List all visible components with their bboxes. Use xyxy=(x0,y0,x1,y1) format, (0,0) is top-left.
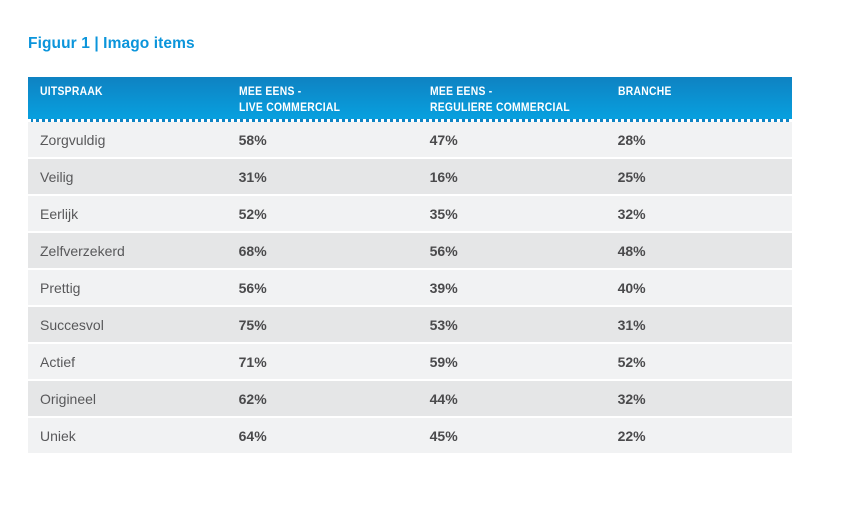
column-header-reguliere-commercial: MEE EENS - REGULIERE COMMERCIAL xyxy=(418,77,606,119)
value-cell-branche: 31% xyxy=(617,316,646,333)
table-row: Zelfverzekerd 68% 56% 48% xyxy=(28,233,792,268)
row-label-cell: Uniek xyxy=(40,427,76,444)
value-cell-branche: 22% xyxy=(617,427,646,444)
row-label-cell: Zelfverzekerd xyxy=(40,242,125,259)
value-cell-live-commercial: 75% xyxy=(238,316,267,333)
value-cell-reguliere-commercial: 16% xyxy=(429,168,458,185)
value-cell-reguliere-commercial: 53% xyxy=(429,316,458,333)
row-label-cell: Actief xyxy=(40,353,76,370)
value-cell-live-commercial: 52% xyxy=(238,205,267,222)
value-cell-live-commercial: 62% xyxy=(238,390,267,407)
table-row: Succesvol 75% 53% 31% xyxy=(28,307,792,342)
value-cell-live-commercial: 71% xyxy=(238,353,267,370)
value-cell-reguliere-commercial: 45% xyxy=(429,427,458,444)
column-header-branche: BRANCHE xyxy=(606,77,792,119)
value-cell-live-commercial: 68% xyxy=(238,242,267,259)
value-cell-reguliere-commercial: 47% xyxy=(429,131,458,148)
value-cell-branche: 40% xyxy=(617,279,646,296)
row-label-cell: Zorgvuldig xyxy=(40,131,106,148)
value-cell-live-commercial: 58% xyxy=(238,131,267,148)
table-row: Zorgvuldig 58% 47% 28% xyxy=(28,122,792,157)
value-cell-live-commercial: 56% xyxy=(238,279,267,296)
column-header-line1: BRANCHE xyxy=(617,86,672,98)
value-cell-branche: 52% xyxy=(617,353,646,370)
table-header-row: UITSPRAAK MEE EENS - LIVE COMMERCIAL MEE… xyxy=(28,77,792,122)
table-body: Zorgvuldig 58% 47% 28% Veilig 31% 16% 25… xyxy=(28,122,792,453)
column-header-line1: MEE EENS - xyxy=(429,86,493,98)
table-row: Prettig 56% 39% 40% xyxy=(28,270,792,305)
column-header-line1: UITSPRAAK xyxy=(40,86,103,98)
table-row: Eerlijk 52% 35% 32% xyxy=(28,196,792,231)
value-cell-reguliere-commercial: 39% xyxy=(429,279,458,296)
value-cell-branche: 28% xyxy=(617,131,646,148)
row-label-cell: Succesvol xyxy=(40,316,104,333)
row-label-cell: Prettig xyxy=(40,279,81,296)
column-header-live-commercial: MEE EENS - LIVE COMMERCIAL xyxy=(227,77,418,119)
column-header-line2: REGULIERE COMMERCIAL xyxy=(429,102,570,114)
row-label-cell: Veilig xyxy=(40,168,74,185)
row-label-cell: Origineel xyxy=(40,390,97,407)
value-cell-reguliere-commercial: 59% xyxy=(429,353,458,370)
table-row: Actief 71% 59% 52% xyxy=(28,344,792,379)
table-row: Veilig 31% 16% 25% xyxy=(28,159,792,194)
value-cell-reguliere-commercial: 35% xyxy=(429,205,458,222)
value-cell-reguliere-commercial: 56% xyxy=(429,242,458,259)
column-header-line2: LIVE COMMERCIAL xyxy=(238,102,340,114)
value-cell-live-commercial: 31% xyxy=(238,168,267,185)
value-cell-branche: 25% xyxy=(617,168,646,185)
figure-title: Figuur 1 | Imago items xyxy=(28,35,195,52)
value-cell-reguliere-commercial: 44% xyxy=(429,390,458,407)
column-header-line1: MEE EENS - xyxy=(238,86,302,98)
value-cell-branche: 32% xyxy=(617,205,646,222)
value-cell-live-commercial: 64% xyxy=(238,427,267,444)
table-row: Origineel 62% 44% 32% xyxy=(28,381,792,416)
table-row: Uniek 64% 45% 22% xyxy=(28,418,792,453)
column-header-uitspraak: UITSPRAAK xyxy=(28,77,227,119)
imago-items-table: UITSPRAAK MEE EENS - LIVE COMMERCIAL MEE… xyxy=(28,77,792,455)
row-label-cell: Eerlijk xyxy=(40,205,79,222)
value-cell-branche: 32% xyxy=(617,390,646,407)
value-cell-branche: 48% xyxy=(617,242,646,259)
